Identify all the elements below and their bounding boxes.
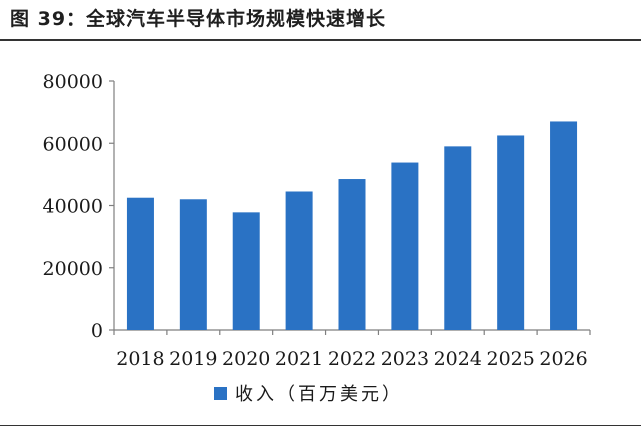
x-tick-label: 2018 — [116, 348, 164, 370]
x-tick-label: 2022 — [328, 348, 376, 370]
bar-2022 — [338, 179, 366, 330]
bar-2019 — [179, 199, 207, 330]
y-axis: 0 20000 40000 60000 80000 — [43, 71, 115, 342]
bar-2018 — [126, 197, 154, 330]
x-tick-label: 2020 — [222, 348, 270, 370]
x-tick-label: 2024 — [434, 348, 482, 370]
bar-2021 — [285, 191, 313, 330]
y-tick-label: 80000 — [43, 71, 103, 93]
y-tick-label: 60000 — [43, 133, 103, 155]
footer-rule — [0, 425, 641, 426]
legend-swatch — [214, 387, 227, 400]
bar-2024 — [444, 146, 472, 330]
x-tick-label: 2023 — [381, 348, 429, 370]
x-tick-label: 2021 — [275, 348, 323, 370]
y-tick-label: 40000 — [43, 196, 103, 218]
x-axis: 2018 2019 2020 2021 2022 2023 2024 2025 2026 — [113, 329, 591, 370]
bar-2023 — [391, 162, 419, 330]
bar-2026 — [550, 121, 578, 331]
title-rule — [0, 39, 641, 41]
x-tick-label: 2019 — [169, 348, 217, 370]
legend-label: 收入（百万美元） — [235, 384, 403, 405]
page-title: 图 39：全球汽车半导体市场规模快速增长 — [10, 8, 387, 30]
y-tick-label: 20000 — [43, 258, 103, 280]
y-tick-label: 0 — [91, 320, 103, 342]
legend: 收入（百万美元） — [214, 384, 403, 405]
x-tick-label: 2026 — [539, 348, 587, 370]
bar-2025 — [497, 135, 525, 330]
bars — [126, 121, 578, 331]
bar-2020 — [232, 212, 260, 330]
x-tick-label: 2025 — [486, 348, 534, 370]
